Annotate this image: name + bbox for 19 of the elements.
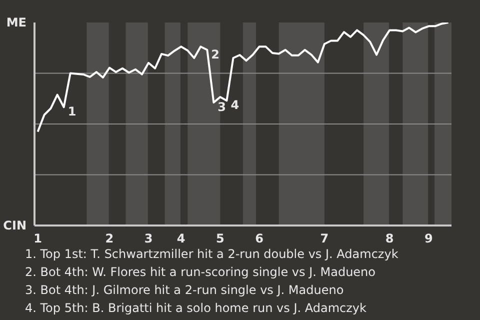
x-tick-label: 2 bbox=[105, 232, 114, 246]
x-tick-label: 5 bbox=[216, 232, 224, 246]
text: 1. Top 1st: T. Schwartzmiller hit a 2-run double vs J. Adamczyk bbox=[25, 247, 398, 261]
annotation: 3 bbox=[218, 100, 226, 114]
annotation: 4 bbox=[230, 98, 240, 112]
text: 4. Top 5th: B. Brigatti hit a solo home run vs J. Adamczyk bbox=[25, 301, 366, 315]
x-tick-label: 4 bbox=[176, 232, 186, 246]
x-tick-label: 1 bbox=[34, 232, 42, 246]
text: ME bbox=[6, 16, 26, 30]
text: CIN bbox=[3, 218, 27, 232]
x-tick-label: 3 bbox=[144, 232, 153, 246]
annotation: 1 bbox=[68, 104, 76, 119]
x-tick-label: 7 bbox=[320, 232, 329, 246]
text: 2. Bot 4th: W. Flores hit a run-scoring single vs J. Madueno bbox=[25, 265, 376, 279]
x-tick-label: 6 bbox=[255, 232, 264, 246]
text: 3. Bot 4th: J. Gilmore hit a 2-run single vs J. Madueno bbox=[25, 283, 344, 297]
annotation: 2 bbox=[211, 47, 220, 62]
x-tick-label: 9 bbox=[424, 232, 433, 246]
x-tick-label: 8 bbox=[385, 232, 394, 246]
